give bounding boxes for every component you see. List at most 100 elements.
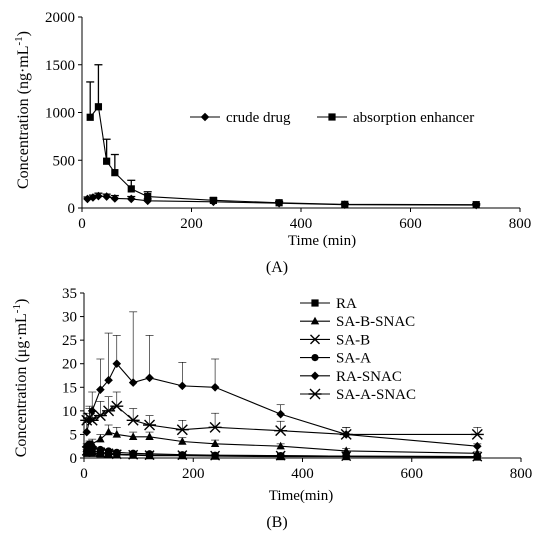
x-tick-label: 600 bbox=[399, 216, 422, 232]
legend-item: crude drug bbox=[190, 110, 291, 126]
data-point bbox=[470, 428, 484, 440]
data-point bbox=[342, 452, 350, 460]
panel-b-tick-labels: 0 5 10 15 20 25 30 35 0 200 400 600 800 bbox=[62, 286, 532, 482]
data-point bbox=[110, 400, 124, 412]
x-tick-label: 800 bbox=[510, 466, 533, 482]
series-absorption-enhancer bbox=[86, 64, 481, 209]
data-point bbox=[145, 432, 154, 440]
data-point bbox=[94, 191, 103, 201]
data-point bbox=[342, 446, 351, 455]
data-point bbox=[341, 200, 349, 208]
x-tick-label: 400 bbox=[290, 216, 313, 232]
data-point bbox=[210, 382, 220, 392]
y-tick-label: 1000 bbox=[45, 106, 75, 122]
legend-marker bbox=[328, 113, 336, 121]
series-sa-a bbox=[82, 440, 482, 461]
data-point bbox=[103, 157, 111, 165]
data-point bbox=[274, 425, 288, 437]
data-point bbox=[96, 445, 104, 454]
data-point bbox=[473, 441, 482, 451]
data-point bbox=[96, 450, 104, 458]
data-point bbox=[210, 439, 220, 448]
data-point bbox=[111, 169, 119, 177]
data-point bbox=[96, 434, 105, 443]
legend-item: SA-B bbox=[300, 332, 370, 348]
data-point bbox=[276, 441, 285, 450]
legend-marker bbox=[311, 299, 319, 307]
panel-a-y-axis-label: Concentration (ng·mL-1) bbox=[13, 31, 32, 189]
x-tick-label: 800 bbox=[509, 216, 532, 232]
data-point bbox=[211, 451, 219, 459]
data-point bbox=[94, 103, 103, 111]
y-tick-label: 5 bbox=[70, 427, 78, 443]
panel-b-data-marks bbox=[80, 311, 484, 462]
data-point bbox=[208, 421, 222, 433]
legend-label: absorption enhancer bbox=[353, 110, 474, 126]
panel-b-legend: RA SA-B-SNAC SA-B SA-A RA-SNAC SA-A-SNAC bbox=[300, 296, 416, 403]
data-point bbox=[102, 192, 111, 201]
data-point bbox=[82, 427, 92, 437]
legend-label: SA-A-SNAC bbox=[336, 387, 416, 403]
data-point bbox=[473, 452, 481, 461]
legend-marker bbox=[310, 334, 320, 345]
data-point bbox=[96, 385, 105, 394]
data-point bbox=[277, 452, 285, 460]
panel-a-chart: 0 500 1000 1500 2000 0 200 400 600 800 crude drug… bbox=[13, 10, 531, 276]
panel-b-x-axis-label: Time(min) bbox=[269, 488, 333, 504]
y-tick-label: 35 bbox=[62, 286, 77, 302]
legend-label: SA-B-SNAC bbox=[336, 314, 415, 330]
data-point bbox=[112, 429, 121, 438]
series-line bbox=[89, 105, 477, 206]
data-point bbox=[143, 196, 152, 206]
data-point bbox=[104, 427, 113, 436]
panel-a-label: (A) bbox=[266, 259, 288, 276]
data-point bbox=[104, 447, 113, 455]
legend-marker bbox=[308, 388, 322, 400]
panel-a-data-marks bbox=[83, 64, 481, 210]
y-tick-label: 10 bbox=[62, 404, 77, 420]
y-tick-label: 500 bbox=[53, 153, 76, 169]
series-sa-a-snac bbox=[80, 391, 484, 440]
legend-marker bbox=[200, 112, 210, 122]
data-point bbox=[110, 194, 120, 203]
legend-label: SA-B bbox=[336, 332, 370, 348]
data-point bbox=[178, 437, 187, 445]
data-point bbox=[276, 409, 285, 419]
panel-a-axes bbox=[78, 16, 521, 212]
legend-label: SA-A bbox=[336, 351, 371, 367]
data-point bbox=[175, 424, 189, 436]
panel-a-legend: crude drug absorption enhancer bbox=[190, 110, 474, 126]
x-tick-label: 200 bbox=[182, 466, 205, 482]
panel-b-y-axis-label: Concentration (μg·mL-1) bbox=[11, 299, 30, 458]
x-tick-label: 0 bbox=[80, 466, 88, 482]
panel-a-tick-labels: 0 500 1000 1500 2000 0 200 400 600 800 bbox=[45, 10, 531, 232]
data-point bbox=[126, 194, 136, 204]
data-point bbox=[144, 192, 152, 201]
data-point bbox=[209, 196, 217, 204]
y-tick-label: 1500 bbox=[45, 58, 75, 74]
legend-item: SA-B-SNAC bbox=[300, 314, 415, 330]
series-line bbox=[86, 431, 478, 454]
data-point bbox=[128, 432, 138, 440]
y-tick-label: 15 bbox=[62, 380, 77, 396]
data-point bbox=[275, 199, 283, 207]
data-point bbox=[126, 414, 140, 426]
panel-a-x-axis-label: Time (min) bbox=[288, 233, 356, 249]
x-tick-label: 600 bbox=[401, 466, 424, 482]
data-point bbox=[129, 449, 137, 457]
legend-label: RA-SNAC bbox=[336, 369, 402, 385]
y-tick-label: 30 bbox=[62, 310, 77, 326]
y-tick-label: 2000 bbox=[45, 10, 75, 26]
x-tick-label: 200 bbox=[180, 216, 203, 232]
data-point bbox=[127, 185, 135, 193]
legend-item: SA-A-SNAC bbox=[300, 387, 416, 403]
data-point bbox=[88, 449, 96, 457]
data-point bbox=[113, 448, 121, 456]
data-point bbox=[83, 194, 92, 204]
legend-label: crude drug bbox=[226, 110, 291, 126]
y-tick-label: 0 bbox=[68, 201, 76, 217]
panel-b-label: (B) bbox=[266, 514, 287, 531]
legend-marker bbox=[310, 371, 320, 381]
legend-marker bbox=[310, 316, 320, 325]
